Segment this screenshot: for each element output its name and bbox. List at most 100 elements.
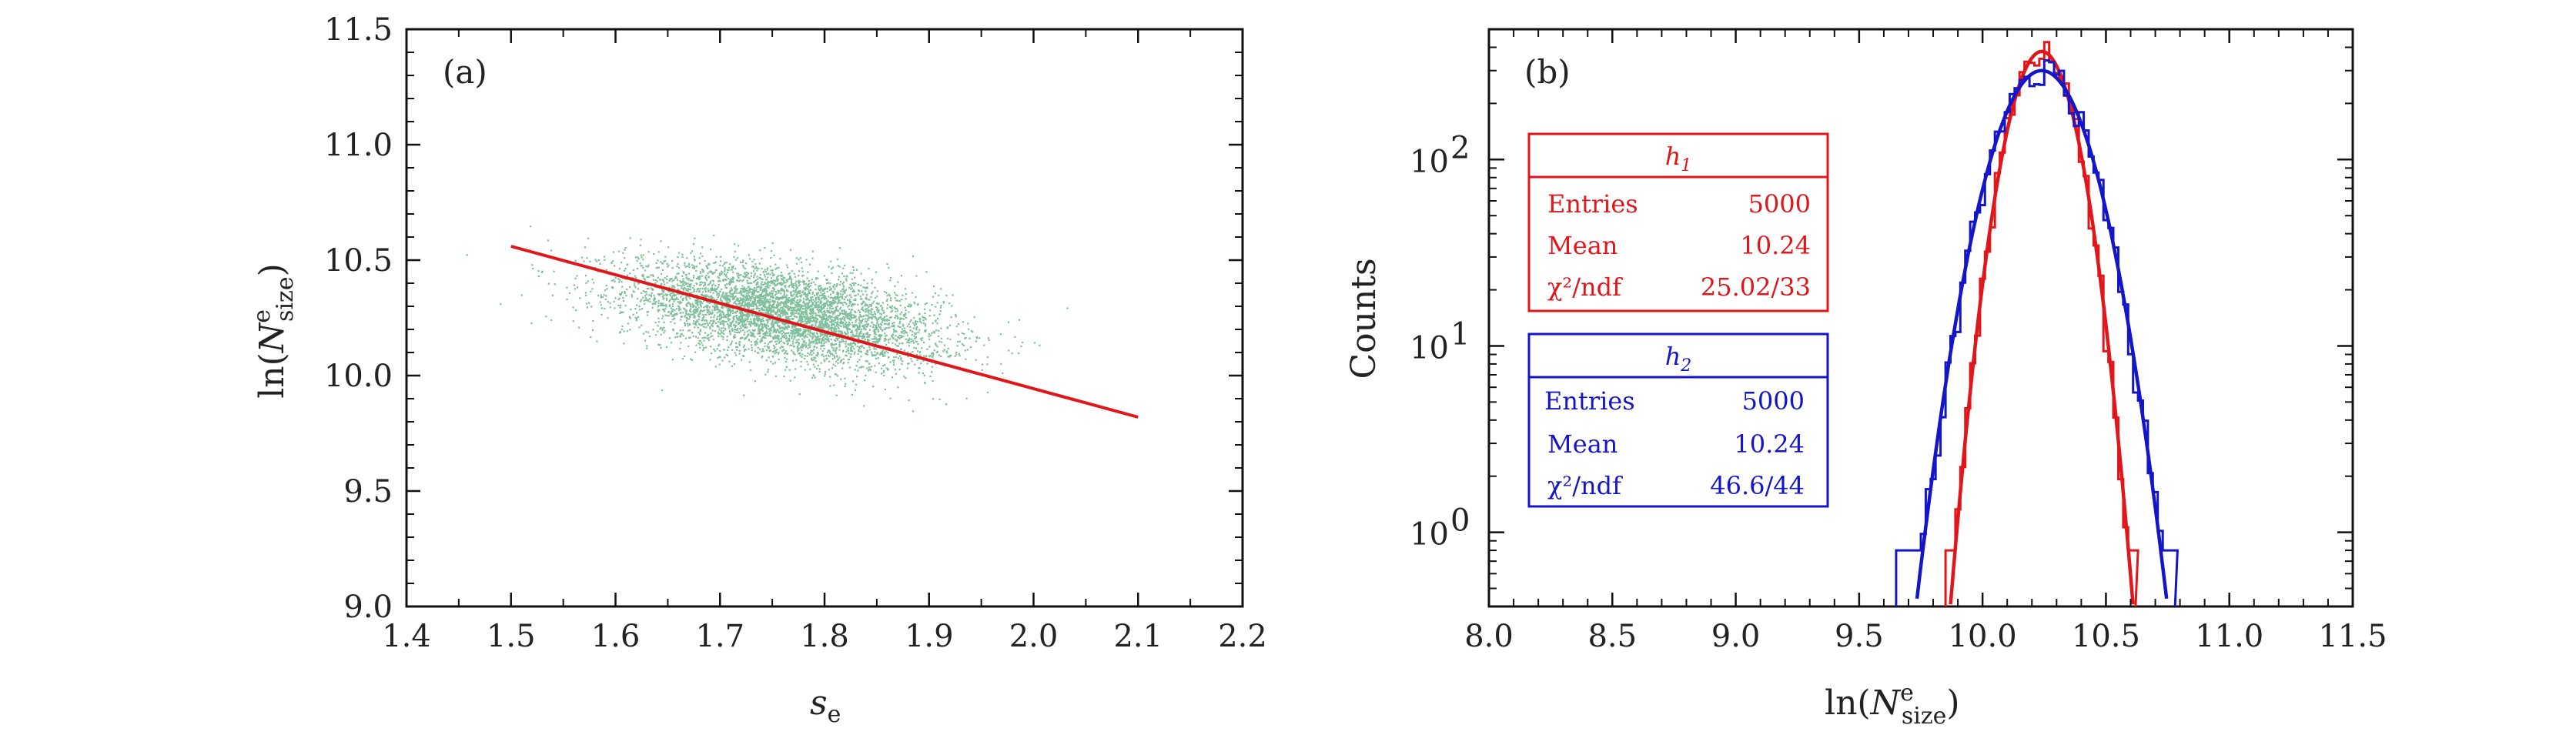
scatter-point bbox=[741, 285, 744, 287]
scatter-point bbox=[768, 286, 770, 289]
scatter-point bbox=[799, 318, 801, 320]
scatter-point bbox=[805, 344, 808, 346]
scatter-point bbox=[869, 325, 871, 327]
scatter-point bbox=[968, 328, 970, 330]
scatter-point bbox=[912, 292, 914, 294]
scatter-point bbox=[634, 256, 637, 259]
scatter-point bbox=[728, 283, 731, 286]
scatter-point bbox=[704, 282, 707, 284]
scatter-point bbox=[663, 289, 665, 292]
scatter-point bbox=[838, 356, 841, 359]
scatter-point bbox=[763, 299, 766, 302]
scatter-point bbox=[876, 319, 878, 321]
scatter-point bbox=[867, 315, 869, 317]
scatter-point bbox=[692, 335, 694, 338]
scatter-point bbox=[806, 293, 808, 296]
scatter-point bbox=[798, 302, 800, 306]
scatter-point bbox=[821, 294, 823, 296]
scatter-point bbox=[823, 316, 825, 318]
scatter-point bbox=[718, 343, 721, 346]
scatter-point bbox=[778, 337, 780, 339]
scatter-point bbox=[848, 323, 850, 326]
scatter-point bbox=[646, 276, 648, 279]
scatter-point bbox=[771, 269, 774, 272]
scatter-point bbox=[685, 295, 687, 297]
scatter-point bbox=[687, 313, 690, 316]
scatter-point bbox=[848, 319, 851, 321]
scatter-point bbox=[740, 327, 742, 329]
scatter-point bbox=[789, 276, 792, 279]
scatter-point bbox=[754, 380, 756, 383]
scatter-point bbox=[787, 317, 789, 319]
scatter-point bbox=[737, 298, 739, 300]
scatter-point bbox=[786, 294, 788, 296]
scatter-point bbox=[711, 286, 713, 289]
scatter-point bbox=[761, 348, 764, 350]
scatter-point bbox=[731, 269, 733, 271]
scatter-point bbox=[853, 347, 855, 350]
scatter-point bbox=[674, 312, 677, 315]
scatter-point bbox=[918, 331, 920, 333]
scatter-point bbox=[798, 339, 800, 341]
scatter-point bbox=[664, 329, 666, 332]
scatter-point bbox=[743, 314, 745, 316]
scatter-point bbox=[642, 259, 644, 261]
scatter-point bbox=[843, 312, 845, 315]
scatter-point bbox=[785, 335, 788, 337]
scatter-point bbox=[799, 299, 801, 302]
scatter-point bbox=[824, 289, 826, 291]
scatter-point bbox=[721, 272, 723, 276]
scatter-point bbox=[848, 302, 851, 305]
scatter-point bbox=[687, 318, 689, 320]
scatter-point bbox=[704, 260, 706, 262]
scatter-point bbox=[758, 331, 761, 333]
scatter-point bbox=[892, 359, 895, 362]
scatter-point bbox=[646, 345, 648, 347]
scatter-point bbox=[798, 290, 801, 292]
scatter-point bbox=[845, 316, 848, 319]
scatter-point bbox=[644, 279, 647, 281]
scatter-point bbox=[727, 349, 729, 351]
scatter-point bbox=[812, 342, 815, 344]
scatter-point bbox=[818, 322, 821, 324]
scatter-point bbox=[788, 322, 790, 325]
scatter-point bbox=[754, 263, 757, 266]
scatter-point bbox=[725, 320, 728, 323]
scatter-point bbox=[729, 282, 732, 284]
scatter-point bbox=[781, 301, 783, 303]
scatter-point bbox=[808, 339, 811, 341]
scatter-point bbox=[681, 281, 684, 283]
scatter-point bbox=[764, 325, 766, 327]
scatter-point bbox=[986, 363, 989, 366]
scatter-point bbox=[948, 302, 951, 305]
scatter-point bbox=[764, 289, 766, 292]
scatter-point bbox=[764, 286, 767, 288]
scatter-point bbox=[820, 306, 822, 309]
scatter-point bbox=[836, 339, 838, 341]
scatter-point bbox=[798, 306, 800, 308]
scatter-point bbox=[881, 350, 883, 352]
scatter-point bbox=[614, 297, 617, 299]
scatter-point bbox=[810, 342, 812, 344]
scatter-point bbox=[808, 346, 811, 349]
scatter-point bbox=[639, 309, 641, 311]
scatter-point bbox=[661, 272, 663, 276]
scatter-point bbox=[634, 282, 636, 285]
scatter-point bbox=[754, 289, 756, 292]
scatter-point bbox=[857, 335, 859, 338]
scatter-point bbox=[707, 324, 709, 326]
scatter-point bbox=[794, 376, 796, 379]
scatter-point bbox=[830, 342, 832, 345]
scatter-point bbox=[741, 316, 744, 319]
scatter-point bbox=[800, 346, 802, 348]
scatter-point bbox=[640, 254, 642, 256]
scatter-point bbox=[768, 306, 770, 308]
scatter-point bbox=[876, 296, 878, 298]
scatter-point bbox=[903, 315, 905, 318]
scatter-point bbox=[802, 340, 805, 343]
scatter-point bbox=[724, 270, 726, 272]
scatter-point bbox=[711, 288, 714, 290]
scatter-point bbox=[666, 275, 668, 278]
scatter-point bbox=[735, 322, 738, 324]
scatter-point bbox=[750, 275, 752, 277]
